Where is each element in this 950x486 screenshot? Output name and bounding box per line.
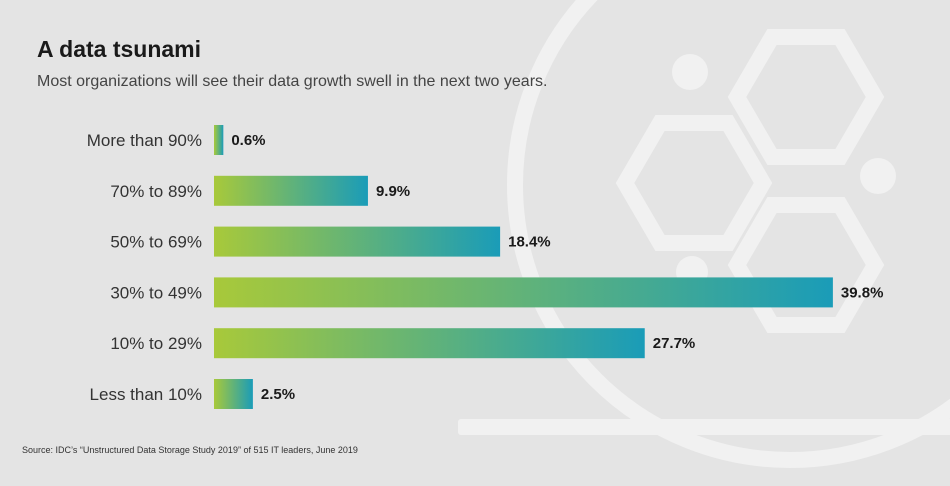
category-label: 10% to 29% xyxy=(110,334,202,353)
decoration-hexagon xyxy=(727,29,885,165)
decoration-ring xyxy=(507,0,950,468)
bar xyxy=(214,125,224,155)
decoration-bar xyxy=(458,419,928,435)
bar xyxy=(214,226,501,257)
decoration-dot xyxy=(672,54,708,90)
bar xyxy=(214,277,833,308)
decoration-bar xyxy=(898,419,950,435)
decoration-hexagon xyxy=(727,197,885,333)
value-label: 27.7% xyxy=(653,335,696,352)
chart-title: A data tsunami xyxy=(37,36,202,62)
value-label: 39.8% xyxy=(841,284,884,301)
chart-subtitle: Most organizations will see their data g… xyxy=(37,73,548,90)
category-label: 50% to 69% xyxy=(110,233,202,252)
category-label: 30% to 49% xyxy=(110,283,202,302)
bar xyxy=(214,328,645,359)
decoration-hexagon xyxy=(615,115,773,251)
bar xyxy=(214,175,368,206)
value-label: 9.9% xyxy=(376,183,410,200)
decoration-dot xyxy=(860,158,896,194)
value-label: 2.5% xyxy=(261,386,295,403)
category-label: Less than 10% xyxy=(90,385,202,404)
value-label: 0.6% xyxy=(231,132,265,149)
category-label: 70% to 89% xyxy=(110,182,202,201)
category-label: More than 90% xyxy=(87,131,202,150)
source-note: Source: IDC’s “Unstructured Data Storage… xyxy=(22,445,358,455)
bar xyxy=(214,379,253,409)
value-label: 18.4% xyxy=(508,234,551,251)
